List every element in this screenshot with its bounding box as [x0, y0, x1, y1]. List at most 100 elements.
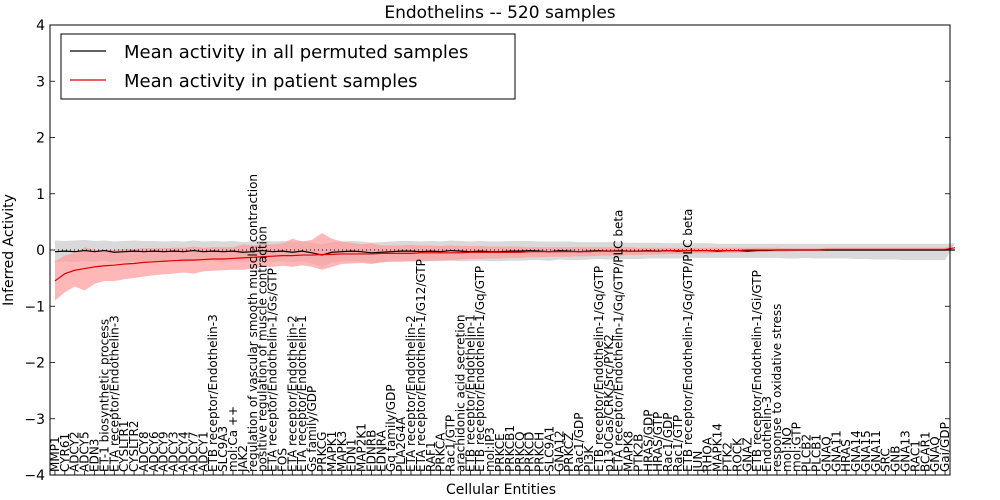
x-tick-label: BCAR1	[918, 431, 932, 472]
x-tick-label: ETA receptor/Endothelin-3	[107, 315, 121, 472]
legend-box	[60, 33, 516, 100]
x-tick-label: ETA receptor/Endothelin-2	[404, 315, 418, 472]
y-axis-label: Inferred Activity	[1, 194, 17, 306]
x-tick-label: PRKCA	[434, 432, 448, 472]
x-tick-label: HRAS/GDP	[641, 409, 655, 472]
legend: Mean activity in all permuted samples Me…	[60, 33, 516, 100]
x-tick-label: PRKCD	[523, 432, 537, 472]
x-tick-label: mol:NO	[780, 427, 794, 472]
x-tick-label: CYSLTR2	[127, 421, 141, 472]
x-axis-label: Cellular Entities	[446, 482, 556, 498]
plot-area	[50, 233, 956, 301]
y-tick-label: −2	[24, 356, 45, 372]
x-tick-label: ETB receptor/Endothelin-1/Gq/GTP	[592, 266, 606, 472]
x-tick-label: ETA receptor/Endothelin-1/G12/GTP	[414, 259, 428, 472]
x-tick-label: CYSLTR1	[117, 421, 131, 472]
x-tick-label: mol:GTP	[790, 422, 804, 472]
x-tick-label: Rac1/GTP	[444, 415, 458, 472]
x-tick-label: PLCB2	[800, 434, 814, 472]
x-tick-label: ETB receptor/Endothelin-1/Gi/GTP	[750, 270, 764, 472]
x-tick-label: ETB receptor/Endothelin-1/Gq/GTP/PLC bet…	[681, 209, 695, 472]
patient-mean-line	[54, 247, 956, 282]
x-tick-label: RAC1	[908, 440, 922, 472]
x-tick-label: response to oxidative stress	[770, 304, 784, 472]
x-tick-label: regulation of vascular smooth muscle con…	[246, 174, 260, 472]
x-tick-label: JUN	[691, 451, 705, 473]
x-tick-label: PRKCB1	[503, 425, 517, 472]
x-tick-label: MMP1	[48, 436, 62, 472]
x-tick-label: ADCY1	[196, 431, 210, 472]
x-tick-label: GNA14	[849, 430, 863, 472]
x-tick-label: ADCY2	[68, 431, 82, 472]
x-tick-label: PRKCZ	[562, 433, 576, 472]
x-tick-label: ADCY3	[167, 431, 181, 472]
x-tick-label: EDNRA	[374, 429, 388, 472]
x-tick-label: JAK2	[236, 445, 250, 473]
x-tick-label: ETA receptor/Endothelin-1	[295, 315, 309, 472]
x-tick-label: HRAS	[839, 439, 853, 472]
x-tick-label: MAPK14	[711, 423, 725, 472]
x-tick-label: GNA11	[869, 430, 883, 472]
x-tick-label: PLA2G4A	[394, 416, 408, 472]
x-tick-label: ETA receptor/Endothelin-2	[285, 315, 299, 472]
x-tick-label: p130Cas/CRK/Src/PYK2	[602, 334, 616, 472]
legend-label-permuted: Mean activity in all permuted samples	[124, 42, 468, 63]
y-tick-label: −3	[24, 412, 45, 428]
y-tick-label: 0	[36, 243, 45, 259]
x-tick-label: SLC9A1	[542, 426, 556, 472]
x-tick-label: EDN3	[88, 439, 102, 472]
x-tick-label: PRKCH	[533, 432, 547, 472]
plot-frame	[49, 24, 951, 476]
x-tick-label: ETB receptor/Endothelin-1/Gq/GTP	[473, 266, 487, 472]
x-tick-label: GNA11	[829, 430, 843, 472]
x-tick-label: ETB receptor/Endothelin-1	[463, 314, 477, 472]
y-tick-label: 4	[36, 18, 45, 34]
x-tick-label: SRC	[879, 448, 893, 472]
x-tick-label: ADCY7	[186, 431, 200, 472]
y-tick-labels: 4 3 2 1 0 −1 −2 −3 −4	[24, 18, 950, 484]
x-tick-label: ETB receptor/Endothelin-3	[206, 314, 220, 472]
x-tick-label: GNA13	[898, 430, 912, 472]
x-tick-label: PTK2B	[631, 434, 645, 472]
x-tick-label: Gq family/GDP	[384, 384, 398, 472]
x-tick-label: ROCK	[730, 437, 744, 472]
x-tick-label: PRKCE	[493, 433, 507, 472]
x-tick-label: ADCY4	[177, 431, 191, 472]
x-tick-label: RHOA	[701, 436, 715, 472]
y-tick-label: 1	[36, 187, 45, 203]
x-tick-label: MAP2K1	[355, 423, 369, 472]
legend-label-patient: Mean activity in patient samples	[124, 71, 418, 92]
x-tick-label: MAPK1	[325, 431, 339, 472]
x-tick-label: EDNRB	[364, 430, 378, 472]
y-tick-label: 2	[36, 131, 45, 147]
x-tick-label: PI3K	[582, 445, 596, 472]
x-tick-label: EDN1	[345, 439, 359, 472]
x-tick-label: PTK2	[720, 442, 734, 472]
x-tick-label: PRKCG	[315, 432, 329, 472]
x-tick-label: Rac1/GTP	[671, 415, 685, 472]
y-tick-label: −1	[24, 299, 45, 315]
x-tick-label: ADCY5	[78, 431, 92, 472]
x-tick-label: Gs family/GDP	[305, 386, 319, 472]
x-tick-label: mol:IP3	[483, 427, 497, 472]
x-tick-label: ET-1 biosynthetic process	[97, 319, 111, 472]
x-tick-label: ETA receptor/Endothelin-1/Gq/GTP/PLC bet…	[612, 210, 626, 472]
x-tick-label: PLCB1	[809, 434, 823, 472]
x-tick-label: Rac1/GDP	[661, 413, 675, 472]
x-tick-label: ADCY8	[137, 431, 151, 472]
x-tick-label: MAPK8	[622, 431, 636, 472]
x-tick-label: RAF1	[424, 441, 438, 472]
y-tick-label: −4	[24, 468, 45, 484]
x-tick-label: ADCY9	[157, 431, 171, 472]
x-tick-label: ADCY6	[147, 431, 161, 472]
x-tick-label: HRAS/GTP	[651, 412, 665, 472]
x-tick-label: Gai/GDP	[938, 422, 952, 472]
x-tick-label: GNAQ	[819, 436, 833, 472]
x-tick-label: SLC9A3	[216, 426, 230, 472]
x-tick-label: GNB	[889, 445, 903, 472]
x-tick-label: GNA15	[859, 430, 873, 472]
x-tick-label: MAPK3	[335, 431, 349, 472]
x-tick-label: positive regulation of muscle contractio…	[256, 226, 270, 472]
x-tick-label: CYR61	[58, 433, 72, 472]
